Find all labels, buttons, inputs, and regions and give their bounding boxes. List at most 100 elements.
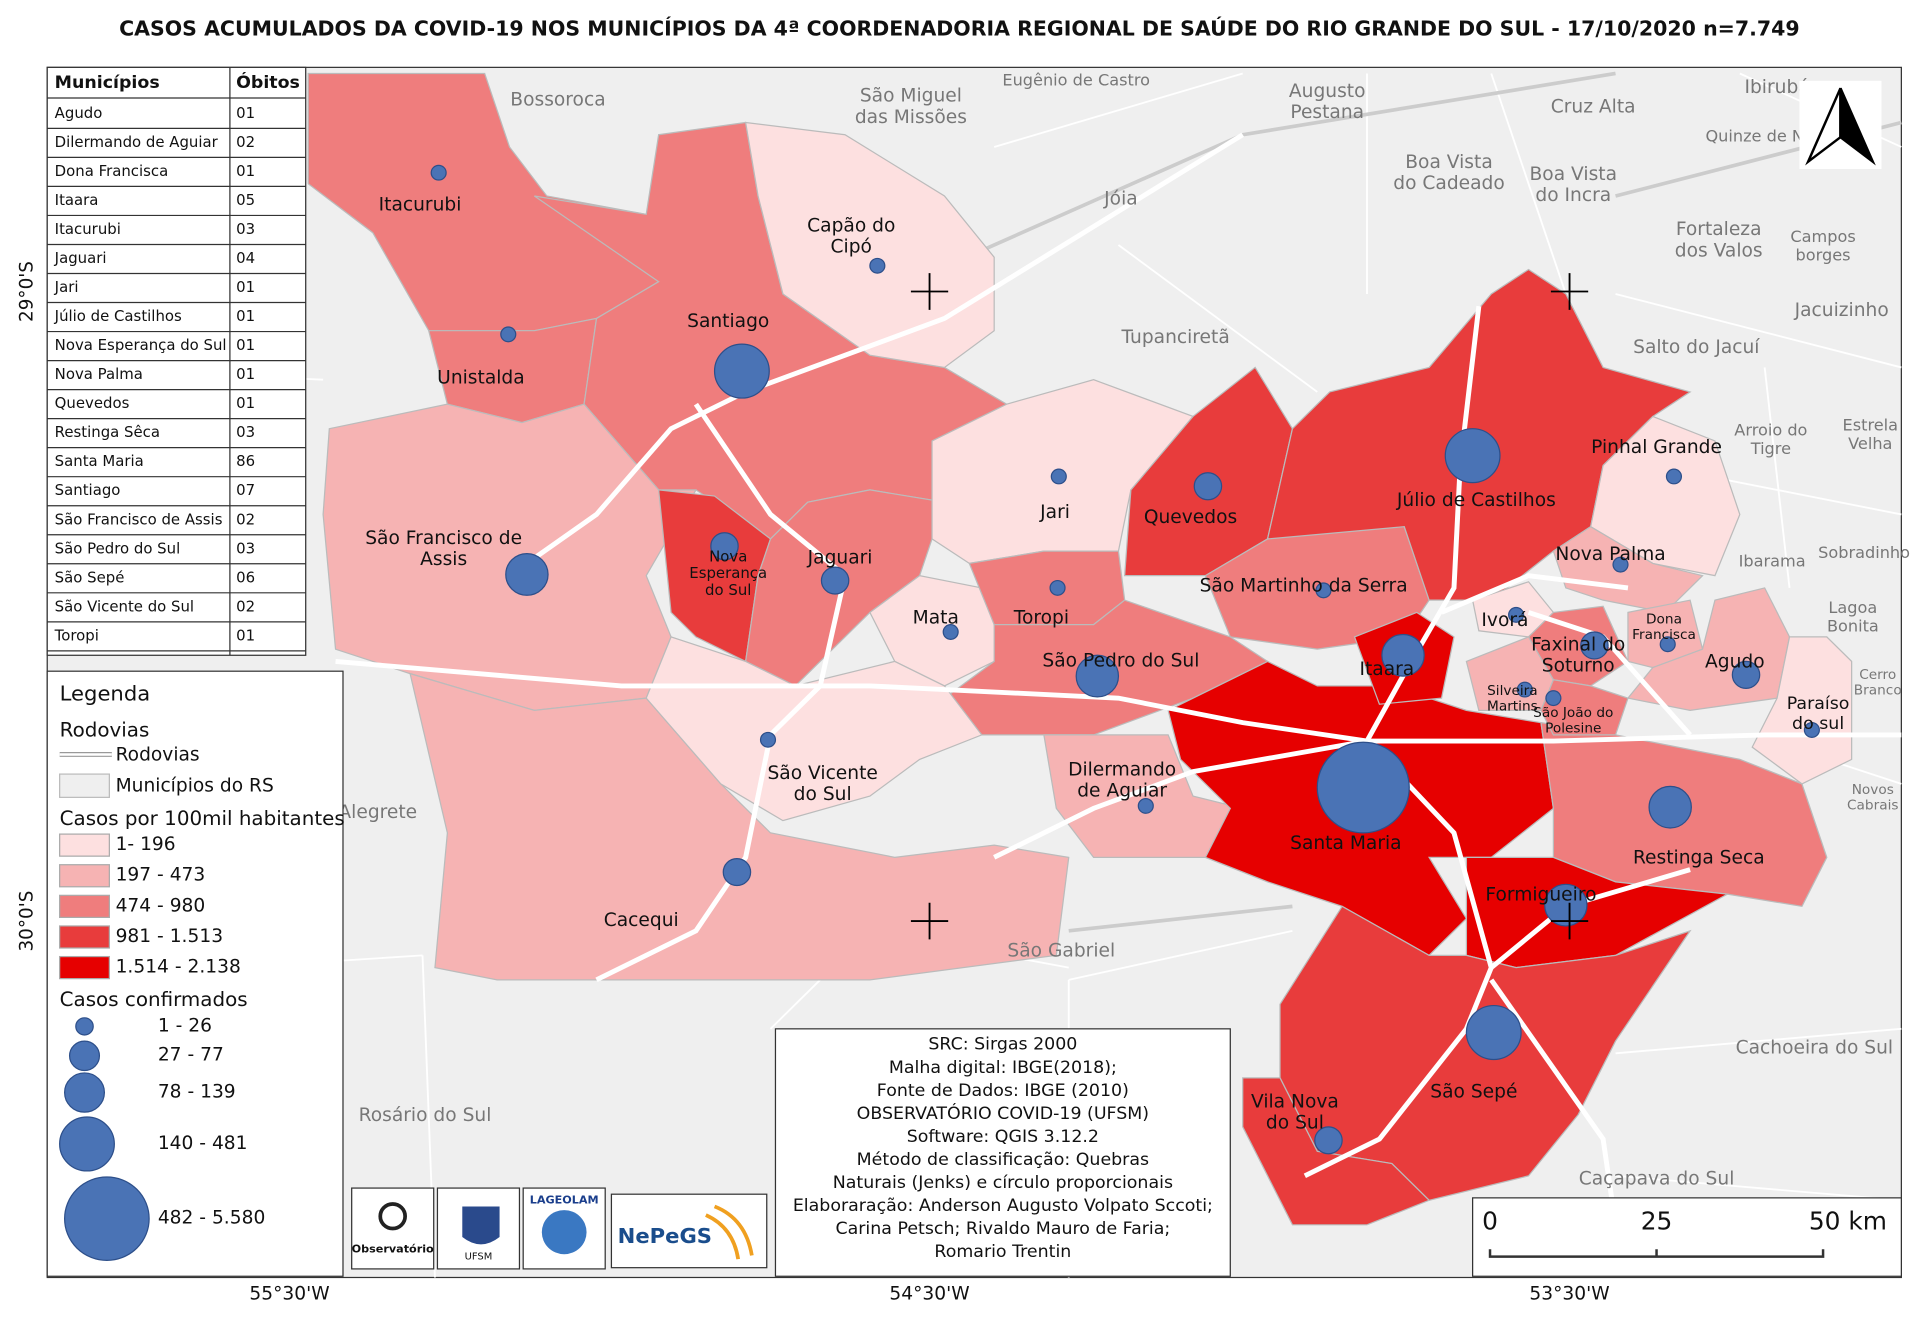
neighbor-label: Cachoeira do Sul (1736, 1038, 1894, 1059)
legend-label: 1.514 - 2.138 (116, 957, 241, 978)
neighbor-label: Tupanciretã (1120, 327, 1229, 348)
table-cell: Dona Francisca (55, 163, 169, 180)
neighbor-label: Bonita (1827, 617, 1879, 636)
road (508, 132, 1245, 578)
neighbor-label: Eugênio de Castro (1002, 70, 1150, 89)
credits-lines: SRC: Sirgas 2000 Malha digital: IBGE(2018… (793, 1035, 1213, 1262)
case-circle (1648, 785, 1692, 829)
cross (910, 273, 1589, 940)
municipality-areas (307, 72, 1853, 1226)
table-cell: 86 (236, 453, 255, 470)
credits-box (774, 1028, 1231, 1277)
rate-swatch (59, 833, 110, 857)
municipality-label: São Pedro do Sul (1042, 650, 1199, 671)
logo-text: LAGEOLAM (530, 1193, 599, 1206)
municipality-label: Pinhal Grande (1591, 437, 1722, 458)
credit-line: Elaboraração: Anderson Augusto Volpato S… (793, 1196, 1213, 1216)
neighbor-label: Estrela (1843, 416, 1898, 435)
municipality-label: Polesine (1545, 720, 1601, 736)
table-cell: 03 (236, 221, 255, 238)
rate-swatch (59, 894, 110, 918)
credit-line: Método de classificação: Quebras (857, 1150, 1149, 1170)
municipality-label: Júlio de Castilhos (1396, 490, 1556, 511)
table-cell: 02 (236, 598, 255, 615)
scale-label: 50 km (1809, 1206, 1887, 1235)
table-cell: Jaguari (54, 250, 107, 267)
legend-label: 197 - 473 (116, 865, 206, 886)
table-cell: 01 (236, 279, 255, 296)
table-cell: São Vicente do Sul (55, 598, 194, 615)
municipality-label: Nova Palma (1555, 544, 1665, 565)
table-cell: Nova Esperança do Sul (55, 337, 227, 354)
municipality-label: do sul (1792, 714, 1844, 734)
table-cell: 01 (236, 308, 255, 325)
case-circle (1659, 636, 1676, 653)
case-circle (1516, 681, 1533, 698)
lon-label: 54°30'W (889, 1284, 969, 1305)
municipality-label: São Sepé (1430, 1082, 1517, 1103)
credit-line: OBSERVATÓRIO COVID-19 (UFSM) (857, 1102, 1149, 1124)
north-arrow (1799, 80, 1882, 170)
neighbor-label: Tigre (1750, 439, 1791, 458)
municipality-label: São Francisco de (365, 528, 522, 549)
credits: SRC: Sirgas 2000 Malha digital: IBGE(2018… (774, 1028, 1231, 1277)
neighbor-label: Pestana (1290, 102, 1364, 123)
case-circle (713, 343, 770, 399)
table-cell: Nova Palma (55, 366, 143, 383)
road (595, 402, 848, 983)
lon-label: 53°30'W (1529, 1284, 1609, 1305)
table-cell: 06 (236, 569, 255, 586)
legend-label: 78 - 139 (158, 1082, 236, 1103)
legend-label: 981 - 1.513 (116, 926, 223, 947)
municipality-area (1751, 636, 1853, 785)
municipality-label: do Sul (705, 582, 751, 599)
neighbor-label: Cruz Alta (1551, 97, 1636, 118)
case-circle (1665, 468, 1683, 485)
municipality-label: Toropi (1013, 608, 1069, 629)
municipality-label: Santiago (687, 311, 769, 332)
municipality-label: Cacequi (604, 910, 679, 931)
title: CASOS ACUMULADOS DA COVID-19 NOS MUNICÍP… (119, 15, 1800, 40)
municipality-label: São João do (1533, 705, 1613, 721)
table-cell: 01 (236, 337, 255, 354)
municipality-label: Jari (1039, 502, 1070, 523)
case-circle (710, 532, 739, 561)
municipality-label: Quevedos (1144, 507, 1237, 528)
table-cell: Jari (54, 279, 79, 296)
table-cell: 01 (236, 366, 255, 383)
scale-label: 0 (1482, 1206, 1498, 1235)
table-cell: São Francisco de Assis (55, 511, 223, 528)
municipality-label: Mata (913, 608, 959, 629)
credit-line: SRC: Sirgas 2000 (928, 1035, 1077, 1055)
table-cell: Quevedos (55, 395, 130, 412)
case-symbol (63, 1072, 106, 1113)
municipality-area (1242, 1077, 1431, 1226)
table-cell: Itaara (55, 192, 99, 209)
case-circle (430, 164, 447, 181)
neighbor-label: Branco (1854, 682, 1902, 698)
neighbor-label: Jacuizinho (1794, 300, 1889, 321)
lat-label: 29°0'S (16, 261, 37, 322)
case-circle (1545, 690, 1562, 707)
scale-box (1471, 1197, 1902, 1277)
municipality-label: Soturno (1542, 656, 1615, 677)
case-circle (759, 731, 777, 748)
neighbor-label: Augusto (1289, 81, 1366, 102)
case-circle (1381, 633, 1425, 677)
municipality-label: Dilermando (1068, 759, 1176, 780)
case-circle (1580, 631, 1609, 660)
table-cell: Toropi (54, 627, 99, 644)
logo-swoosh (705, 1204, 754, 1260)
logo-text: NePeGS (618, 1224, 712, 1248)
neighbor-label: Rosário do Sul (359, 1105, 492, 1126)
case-symbol (75, 1017, 94, 1036)
neighbor-label: Fortaleza (1676, 219, 1762, 240)
neighbor-label: Lagoa (1828, 598, 1877, 617)
legend-label: 140 - 481 (158, 1133, 248, 1154)
logo-text: Observatório (352, 1242, 434, 1255)
neighbor-label: Quinze de N (1705, 127, 1804, 146)
municipality-label: Dona (1646, 612, 1682, 628)
credit-line: Carina Petsch; Rivaldo Mauro de Faria; (835, 1219, 1170, 1239)
municipality-label: São Martinho da Serra (1200, 576, 1408, 597)
